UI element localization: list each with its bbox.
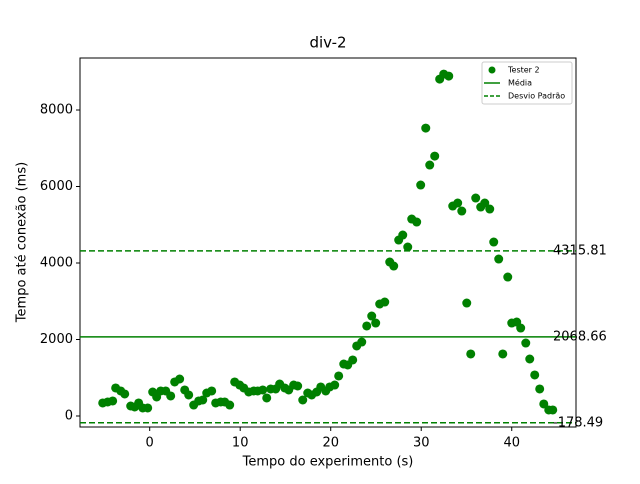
point (334, 371, 344, 381)
x-tick-label: 30 (413, 436, 430, 451)
point (403, 242, 413, 252)
legend-label: Desvio Padrão (508, 92, 565, 101)
point (548, 405, 558, 415)
point (489, 237, 499, 247)
point (471, 193, 481, 203)
x-tick-label: 10 (232, 436, 249, 451)
point (453, 198, 463, 208)
point (367, 311, 377, 321)
point (380, 297, 390, 307)
y-axis-label: Tempo até conexão (ms) (15, 162, 30, 323)
point (462, 298, 472, 308)
point (444, 71, 454, 81)
point (412, 217, 422, 227)
point (498, 349, 508, 359)
point (425, 160, 435, 170)
point (120, 389, 130, 399)
point (262, 393, 272, 403)
point (348, 355, 358, 365)
legend-marker (488, 66, 496, 74)
point (421, 123, 431, 133)
point (457, 206, 467, 216)
point (389, 261, 399, 271)
legend-box (481, 61, 573, 105)
point (198, 395, 208, 405)
point (330, 380, 340, 390)
point (430, 151, 440, 161)
legend-label: Tester 2 (507, 66, 540, 75)
y-tick-label: 4000 (40, 256, 73, 271)
point (298, 395, 308, 405)
point (293, 381, 303, 391)
point (466, 349, 476, 359)
point (357, 337, 367, 347)
x-tick-label: 40 (503, 436, 520, 451)
point (539, 399, 549, 409)
point (480, 198, 490, 208)
point (225, 400, 235, 410)
legend-label: Média (508, 78, 532, 88)
point (175, 374, 185, 384)
point (143, 403, 153, 413)
chart-title: div-2 (309, 34, 346, 52)
point (521, 338, 531, 348)
point (184, 390, 194, 400)
point (398, 230, 408, 240)
point (258, 385, 268, 395)
x-axis-label: Tempo do experimento (s) (242, 455, 414, 470)
x-tick-label: 0 (146, 436, 154, 451)
point (516, 323, 526, 333)
point (207, 386, 217, 396)
line-label: 4315.81 (553, 243, 607, 258)
point (108, 396, 118, 406)
line-label: 2068.66 (553, 329, 607, 344)
point (525, 354, 535, 364)
x-tick-label: 20 (322, 436, 339, 451)
point (503, 272, 513, 282)
point (535, 384, 545, 394)
line-label: -178.49 (553, 415, 603, 430)
y-tick-label: 8000 (40, 103, 73, 118)
y-tick-label: 6000 (40, 179, 73, 194)
y-tick-label: 0 (65, 408, 73, 423)
point (371, 318, 381, 328)
point (166, 391, 176, 401)
y-tick-label: 2000 (40, 332, 73, 347)
point (530, 370, 540, 380)
point (416, 180, 426, 190)
point (485, 204, 495, 214)
point (494, 254, 504, 264)
plot-frame (79, 57, 577, 428)
point (362, 321, 372, 331)
